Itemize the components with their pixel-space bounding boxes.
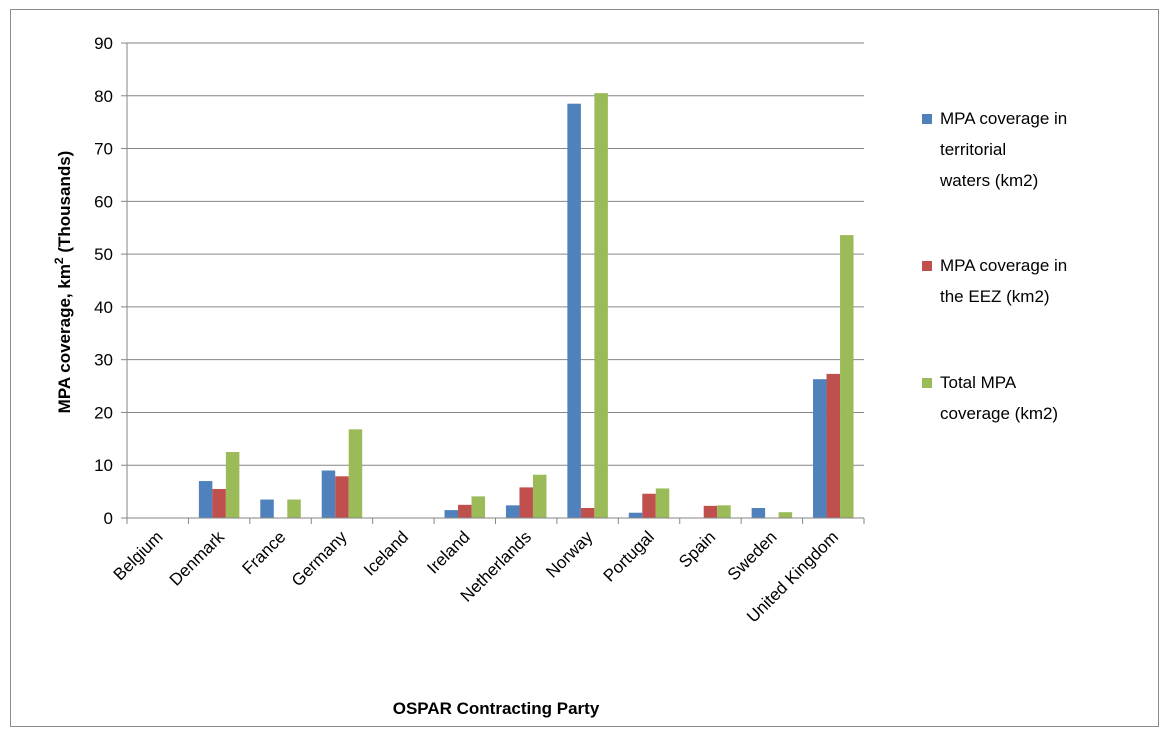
x-tick-label: France <box>239 527 290 578</box>
bar <box>225 452 240 518</box>
bar <box>519 487 533 518</box>
bar <box>642 493 656 518</box>
bar <box>198 481 213 518</box>
x-tick-label: Sweden <box>724 527 781 584</box>
bar <box>260 499 274 518</box>
y-tick-label: 50 <box>94 245 113 264</box>
bar <box>567 103 581 518</box>
y-tick-label: 40 <box>94 298 113 317</box>
y-tick-label: 10 <box>94 456 113 475</box>
y-tick-label: 60 <box>94 192 113 211</box>
bar <box>505 505 520 518</box>
bar <box>826 373 841 518</box>
y-tick-label: 90 <box>94 34 113 53</box>
bar <box>703 505 718 518</box>
bar <box>348 429 363 518</box>
legend-swatch <box>922 261 932 271</box>
y-tick-label: 20 <box>94 403 113 422</box>
chart-frame <box>10 9 1159 727</box>
y-axis-title: MPA coverage, km2 (Thousands) <box>52 151 74 414</box>
bar <box>212 488 226 518</box>
bar <box>751 507 766 518</box>
bar <box>628 512 643 518</box>
bar <box>458 504 472 518</box>
x-axis-title: OSPAR Contracting Party <box>393 699 600 718</box>
x-tick-label: Belgium <box>110 527 167 584</box>
legend-label: waters (km2) <box>939 171 1038 190</box>
axes <box>126 43 865 524</box>
x-tick-label: Germany <box>288 527 351 590</box>
x-tick-label: Portugal <box>600 527 658 585</box>
x-tick-label: Ireland <box>423 527 473 577</box>
y-tick-label: 70 <box>94 140 113 159</box>
gridlines <box>121 42 864 519</box>
bar <box>840 235 854 518</box>
bar <box>655 488 670 518</box>
bar <box>532 474 547 518</box>
bar <box>444 510 459 518</box>
bars <box>198 93 854 518</box>
y-tick-label: 80 <box>94 87 113 106</box>
legend-label: the EEZ (km2) <box>940 287 1050 306</box>
x-tick-label: Spain <box>675 527 719 571</box>
y-tick-labels: 0 10 20 30 40 50 60 70 80 90 <box>94 34 113 528</box>
legend-label: territorial <box>940 140 1006 159</box>
bar <box>321 470 336 518</box>
bar <box>287 499 301 518</box>
legend-swatch <box>922 378 932 388</box>
legend-label: MPA coverage in <box>940 256 1067 275</box>
legend-label: coverage (km2) <box>940 404 1058 423</box>
legend-label: Total MPA <box>940 373 1017 392</box>
bar <box>813 379 827 518</box>
bar <box>717 505 731 518</box>
legend: MPA coverage in territorial waters (km2) MP… <box>922 109 1067 423</box>
bar <box>580 507 595 518</box>
bar <box>335 476 349 518</box>
x-tick-label: Denmark <box>166 527 229 590</box>
x-tick-label: Norway <box>542 527 597 582</box>
bar <box>778 512 793 518</box>
bar <box>471 496 486 518</box>
legend-swatch <box>922 114 932 124</box>
legend-label: MPA coverage in <box>940 109 1067 128</box>
bar <box>594 93 608 518</box>
y-tick-label: 30 <box>94 351 113 370</box>
x-tick-label: Iceland <box>360 527 412 579</box>
y-tick-label: 0 <box>104 509 113 528</box>
